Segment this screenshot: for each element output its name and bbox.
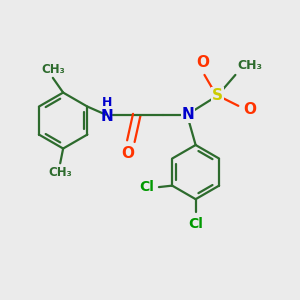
Text: CH₃: CH₃ <box>48 166 72 178</box>
Text: Cl: Cl <box>188 217 203 231</box>
Text: N: N <box>101 109 114 124</box>
Text: H: H <box>102 96 112 110</box>
Text: S: S <box>212 88 223 103</box>
Text: N: N <box>182 107 195 122</box>
Text: O: O <box>196 56 209 70</box>
Text: Cl: Cl <box>140 180 154 194</box>
Text: CH₃: CH₃ <box>238 59 263 72</box>
Text: O: O <box>122 146 134 161</box>
Text: O: O <box>243 102 256 117</box>
Text: CH₃: CH₃ <box>41 62 65 76</box>
